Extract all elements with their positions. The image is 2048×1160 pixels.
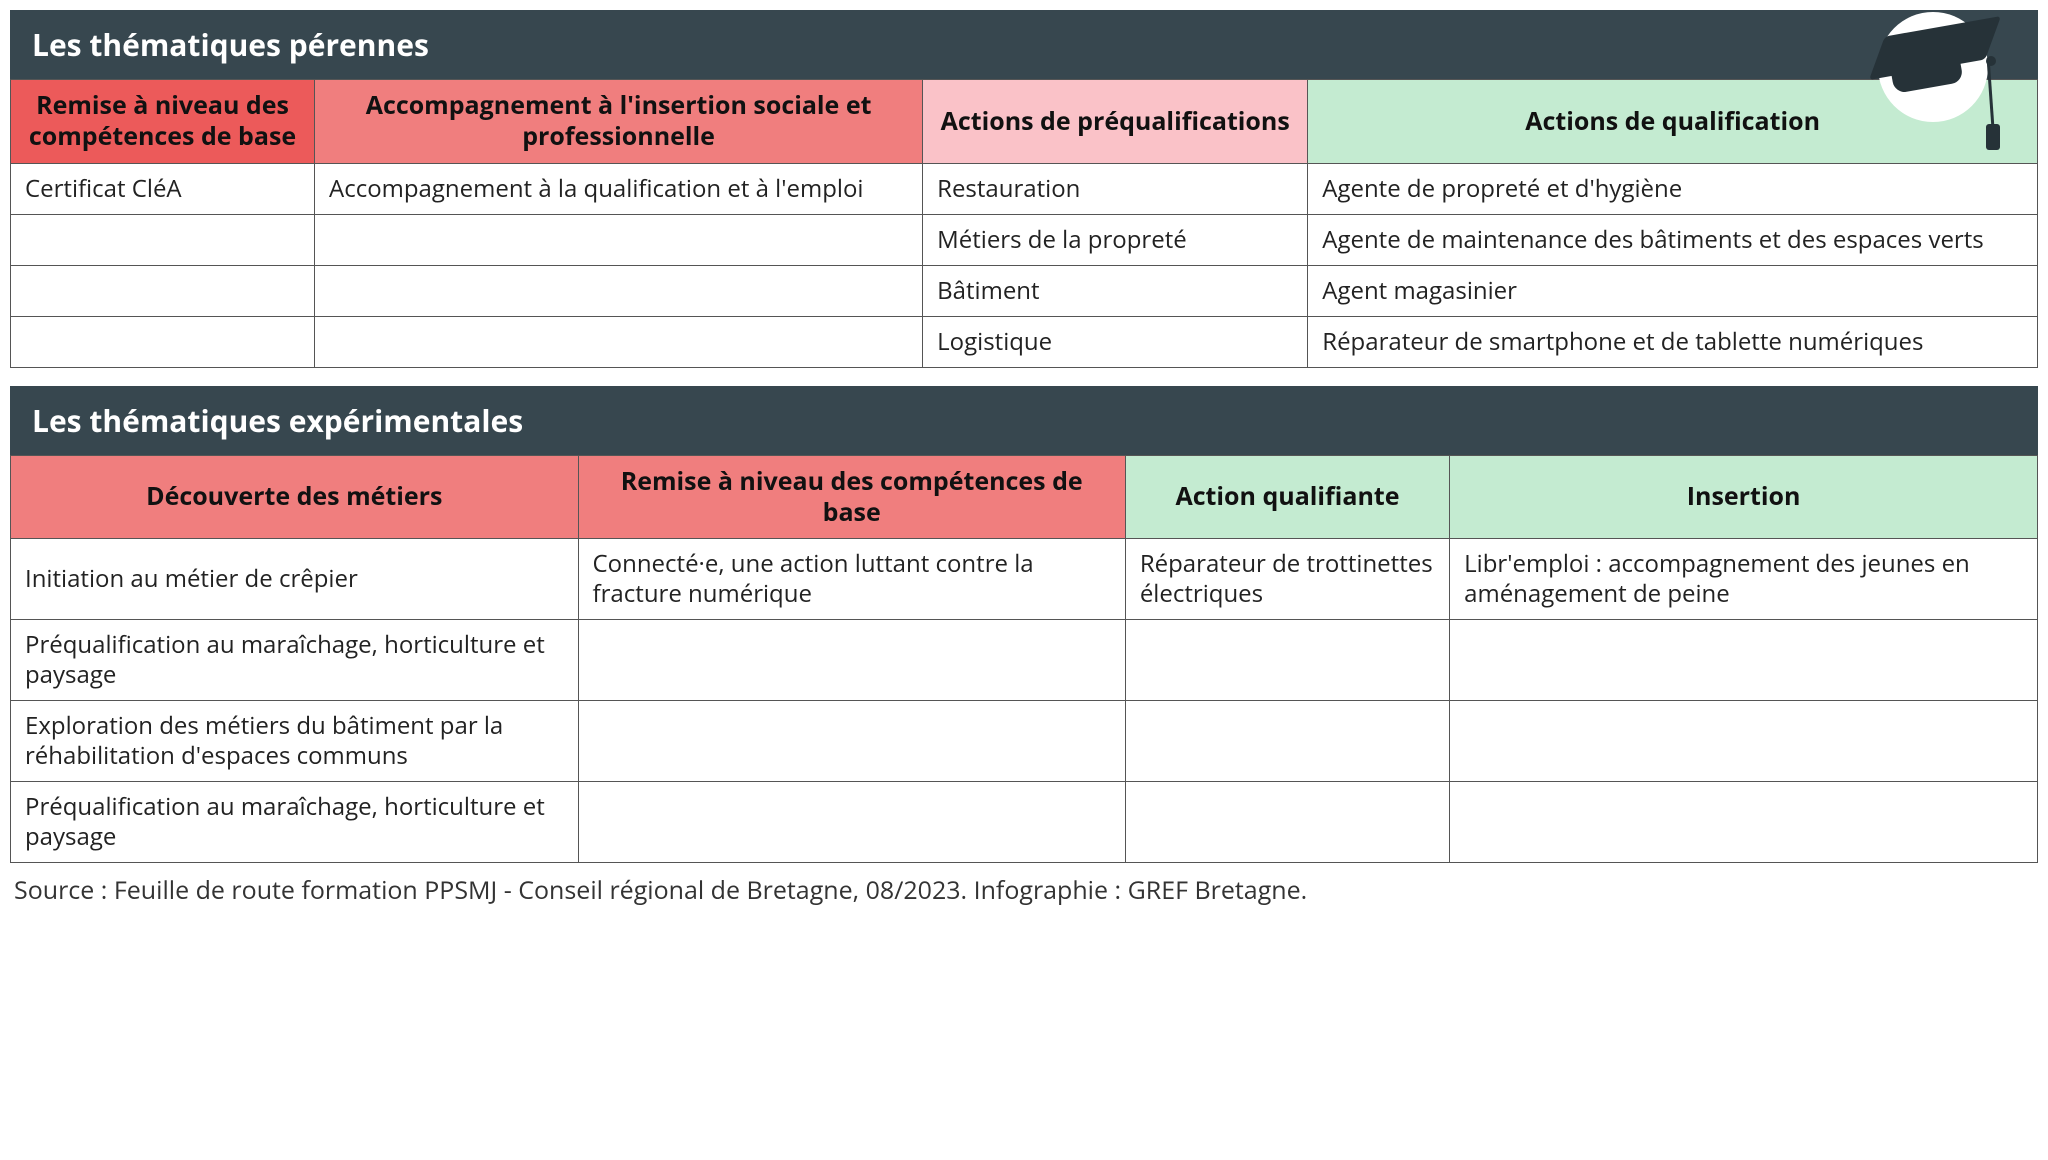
- column-header: Accompagnement à l'insertion sociale et …: [315, 80, 923, 164]
- table-cell: [1450, 782, 2038, 863]
- table-cell: Certificat CléA: [11, 163, 315, 214]
- table-cell: Accompagnement à la qualification et à l…: [315, 163, 923, 214]
- table-header-row: Découverte des métiersRemise à niveau de…: [11, 455, 2038, 539]
- table-perennes: Remise à niveau des compétences de baseA…: [10, 79, 2038, 368]
- table-header-row: Remise à niveau des compétences de baseA…: [11, 80, 2038, 164]
- column-header: Remise à niveau des compétences de base: [11, 80, 315, 164]
- table-cell: Logistique: [923, 316, 1308, 367]
- table-cell: [1125, 782, 1449, 863]
- table-row: LogistiqueRéparateur de smartphone et de…: [11, 316, 2038, 367]
- table-cell: Réparateur de trottinettes électriques: [1125, 539, 1449, 620]
- table-cell: [1125, 620, 1449, 701]
- table-cell: [11, 265, 315, 316]
- table-cell: Réparateur de smartphone et de tablette …: [1308, 316, 2038, 367]
- column-header: Action qualifiante: [1125, 455, 1449, 539]
- table-cell: [315, 265, 923, 316]
- table-row: Préqualification au maraîchage, horticul…: [11, 782, 2038, 863]
- column-header: Découverte des métiers: [11, 455, 579, 539]
- table-cell: Restauration: [923, 163, 1308, 214]
- table-cell: Libr'emploi : accompagnement des jeunes …: [1450, 539, 2038, 620]
- table-experimentales: Découverte des métiersRemise à niveau de…: [10, 455, 2038, 864]
- table-row: Certificat CléAAccompagnement à la quali…: [11, 163, 2038, 214]
- section2-title: Les thématiques expérimentales: [10, 386, 2038, 455]
- table-cell: [11, 214, 315, 265]
- section1-title: Les thématiques pérennes: [10, 10, 2038, 79]
- table-cell: Exploration des métiers du bâtiment par …: [11, 701, 579, 782]
- table-cell: Connecté·e, une action luttant contre la…: [578, 539, 1125, 620]
- table-cell: Initiation au métier de crêpier: [11, 539, 579, 620]
- table-cell: [578, 782, 1125, 863]
- table-cell: [11, 316, 315, 367]
- column-header: Insertion: [1450, 455, 2038, 539]
- table-cell: [315, 316, 923, 367]
- table-cell: Préqualification au maraîchage, horticul…: [11, 782, 579, 863]
- table-row: Métiers de la propretéAgente de maintena…: [11, 214, 2038, 265]
- table-cell: Métiers de la propreté: [923, 214, 1308, 265]
- table-row: BâtimentAgent magasinier: [11, 265, 2038, 316]
- table-cell: Bâtiment: [923, 265, 1308, 316]
- table-cell: [578, 701, 1125, 782]
- table-cell: [1125, 701, 1449, 782]
- section2-title-text: Les thématiques expérimentales: [32, 400, 523, 441]
- table-cell: Préqualification au maraîchage, horticul…: [11, 620, 579, 701]
- table-cell: Agente de propreté et d'hygiène: [1308, 163, 2038, 214]
- column-header: Actions de préqualifications: [923, 80, 1308, 164]
- section1-title-text: Les thématiques pérennes: [32, 24, 429, 65]
- table-row: Exploration des métiers du bâtiment par …: [11, 701, 2038, 782]
- graduation-cap-icon: [1868, 4, 1998, 134]
- table-cell: [315, 214, 923, 265]
- column-header: Remise à niveau des compétences de base: [578, 455, 1125, 539]
- table-row: Initiation au métier de crêpierConnecté·…: [11, 539, 2038, 620]
- table-cell: [578, 620, 1125, 701]
- table-row: Préqualification au maraîchage, horticul…: [11, 620, 2038, 701]
- table-cell: [1450, 701, 2038, 782]
- table-cell: [1450, 620, 2038, 701]
- table-cell: Agente de maintenance des bâtiments et d…: [1308, 214, 2038, 265]
- source-line: Source : Feuille de route formation PPSM…: [10, 863, 2038, 907]
- table-cell: Agent magasinier: [1308, 265, 2038, 316]
